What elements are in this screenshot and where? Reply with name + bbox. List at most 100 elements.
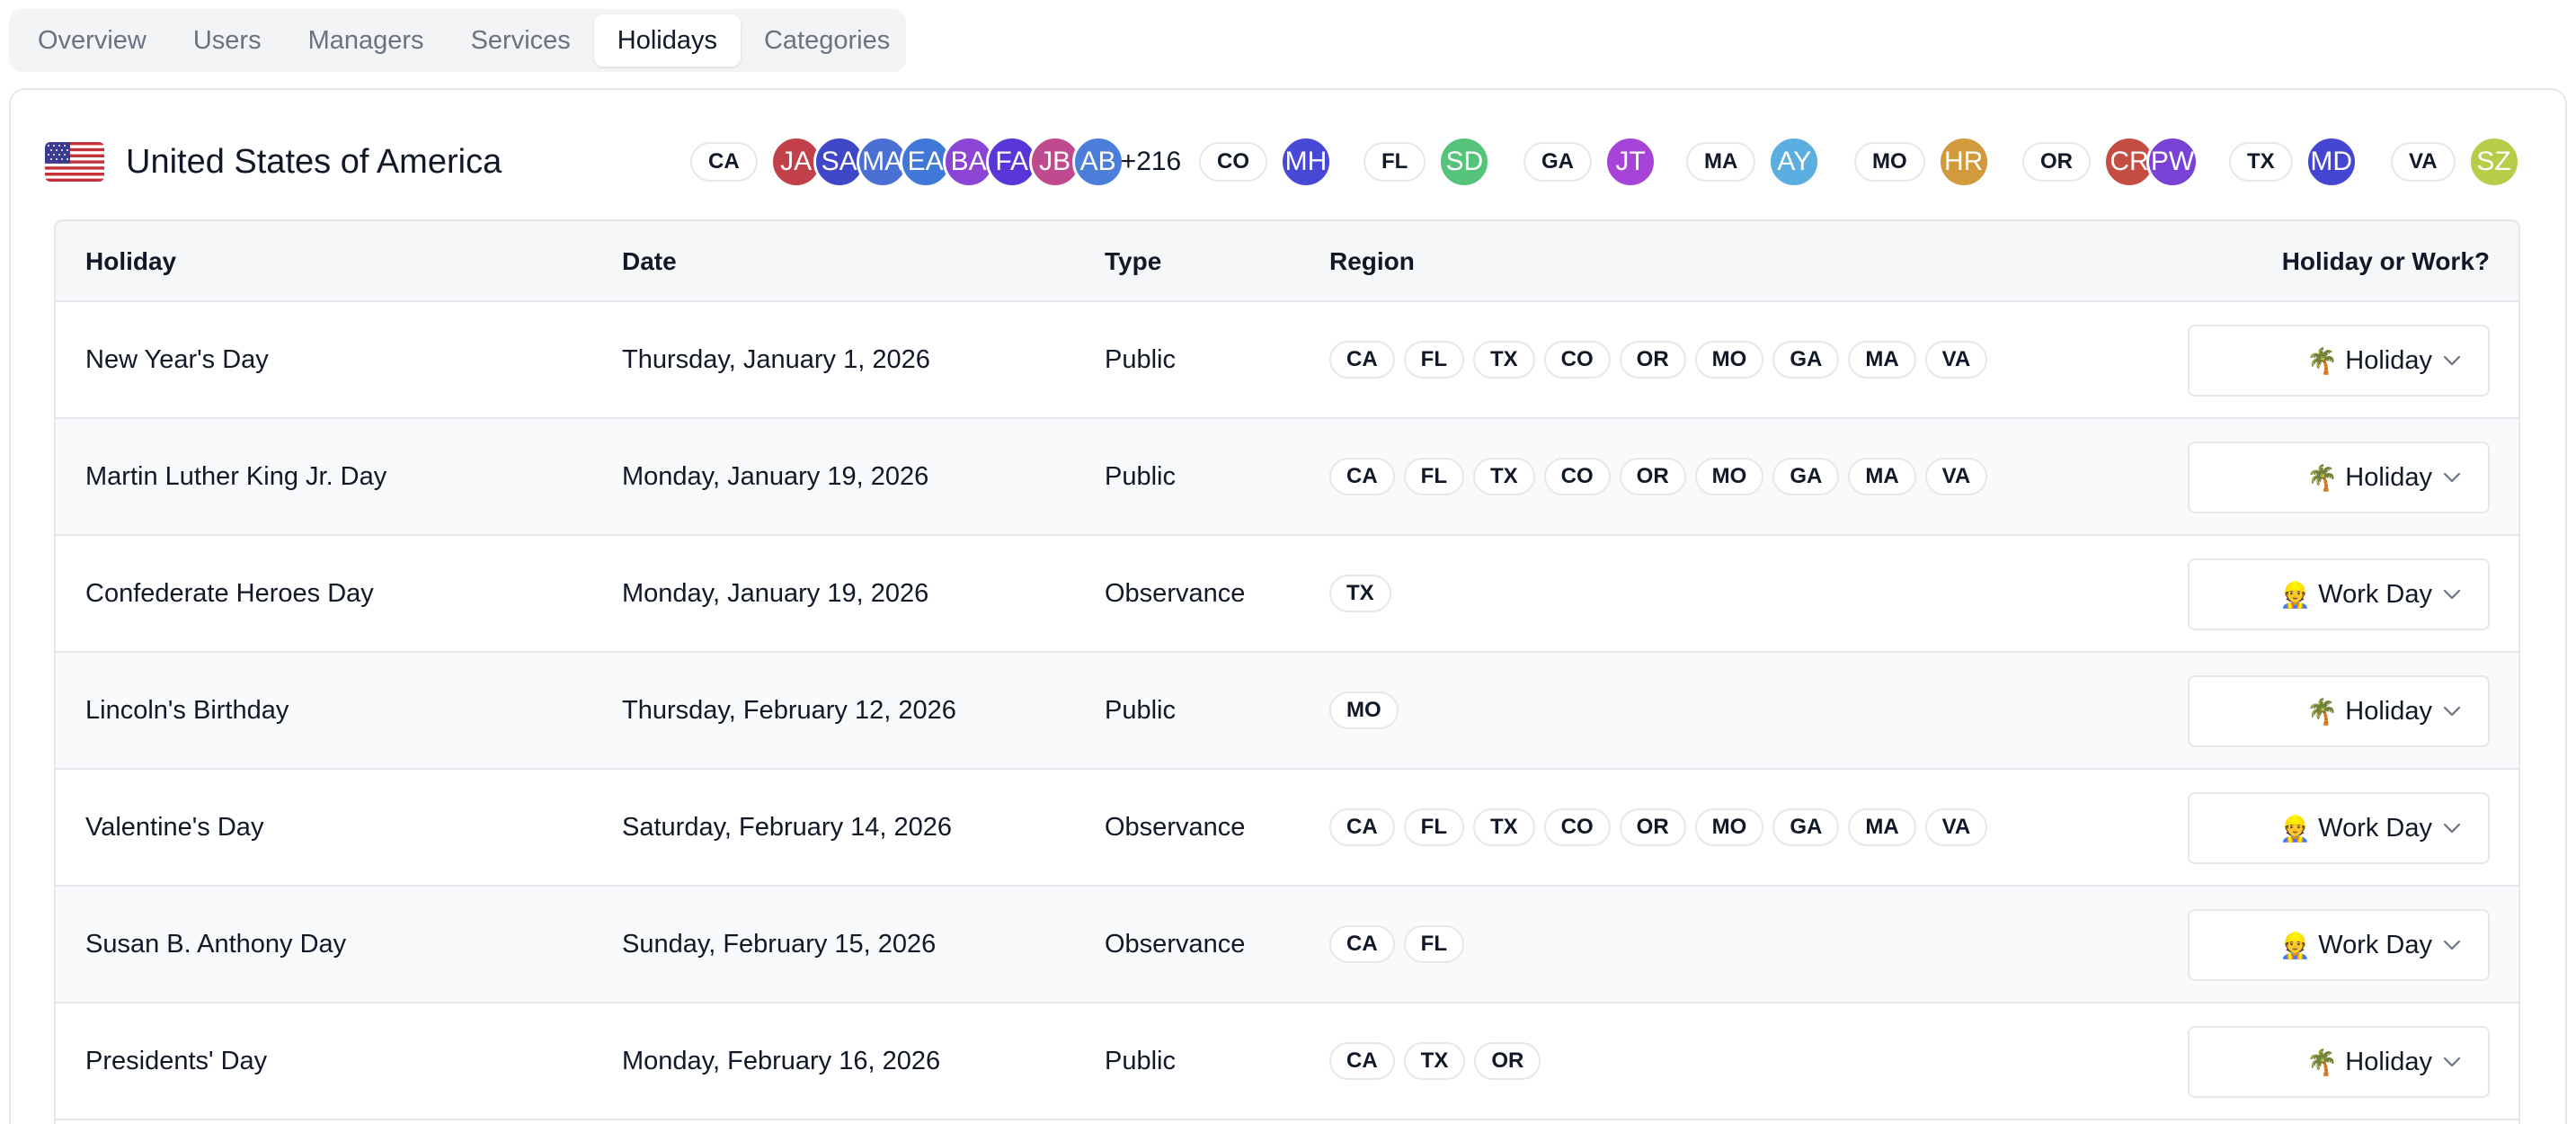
chevron-down-icon bbox=[2441, 584, 2463, 605]
region-chip: MA bbox=[1848, 808, 1916, 846]
more-users-count[interactable]: +216 bbox=[1120, 147, 1182, 176]
region-chip: TX bbox=[1473, 341, 1535, 379]
table-row: New Year's Day Thursday, January 1, 2026 P… bbox=[56, 302, 2518, 419]
region-group-co: CO MH bbox=[1199, 135, 1332, 189]
avatar[interactable]: MD bbox=[2305, 136, 2358, 188]
avatar[interactable]: HR bbox=[1937, 136, 1990, 188]
avatar[interactable]: PW bbox=[2146, 136, 2198, 188]
region-pill-mo[interactable]: MO bbox=[1854, 142, 1925, 182]
region-chip: FL bbox=[1403, 808, 1464, 846]
region-pill-ma[interactable]: MA bbox=[1686, 142, 1756, 182]
region-chip: TX bbox=[1329, 575, 1391, 612]
region-pill-va[interactable]: VA bbox=[2391, 142, 2456, 182]
select-value: Work Day bbox=[2318, 930, 2432, 959]
region-chip: VA bbox=[1924, 458, 1988, 495]
holiday-or-work-select[interactable]: 👷 Work Day bbox=[2188, 558, 2490, 630]
table-row: Martin Luther King Jr. Day Monday, Januar… bbox=[56, 419, 2518, 536]
region-chip: FL bbox=[1403, 925, 1464, 963]
column-header-region[interactable]: Region bbox=[1329, 247, 1415, 275]
construction-worker-icon: 👷 bbox=[2279, 814, 2312, 843]
region-chip: CA bbox=[1329, 458, 1395, 495]
holiday-type: Public bbox=[1105, 695, 1176, 725]
holiday-or-work-select[interactable]: 🌴 Holiday bbox=[2188, 325, 2490, 397]
table-header: Holiday Date Type Region Holiday or Work… bbox=[56, 221, 2518, 302]
region-chip-list: CA FL TX CO OR MO GA MA VA bbox=[1329, 458, 1996, 495]
region-chip: CO bbox=[1543, 341, 1611, 379]
avatar[interactable]: AB bbox=[1071, 136, 1124, 188]
holiday-or-work-select[interactable]: 👷 Work Day bbox=[2188, 792, 2490, 864]
avatar[interactable]: SD bbox=[1438, 136, 1491, 188]
holiday-date: Monday, February 16, 2026 bbox=[622, 1046, 941, 1075]
holiday-type: Public bbox=[1105, 344, 1176, 374]
holiday-regions: CA FL TX CO OR MO GA MA VA bbox=[1329, 770, 1996, 885]
avatar[interactable]: AY bbox=[1768, 136, 1821, 188]
region-chip: VA bbox=[1924, 808, 1988, 846]
tab-overview[interactable]: Overview bbox=[38, 25, 147, 55]
avatar[interactable]: MA bbox=[856, 136, 909, 188]
tab-managers[interactable]: Managers bbox=[307, 25, 424, 55]
column-header-holiday[interactable]: Holiday bbox=[85, 247, 177, 275]
region-pill-or[interactable]: OR bbox=[2022, 142, 2091, 182]
tab-categories[interactable]: Categories bbox=[763, 25, 891, 55]
holiday-or-work-select[interactable]: 🌴 Holiday bbox=[2188, 1026, 2490, 1098]
select-value: Work Day bbox=[2318, 813, 2432, 843]
holiday-or-work-select[interactable]: 🌴 Holiday bbox=[2188, 442, 2490, 513]
region-chip-list: CA FL bbox=[1329, 925, 1473, 963]
region-group-ga: GA JT bbox=[1523, 135, 1657, 189]
chevron-down-icon bbox=[2441, 934, 2463, 956]
holiday-date: Monday, January 19, 2026 bbox=[622, 461, 929, 491]
region-chip: OR bbox=[1474, 1042, 1541, 1080]
region-pill-fl[interactable]: FL bbox=[1364, 142, 1426, 182]
table-row: Presidents' Day Monday, February 16, 2026… bbox=[56, 1004, 2518, 1120]
region-chip: TX bbox=[1473, 458, 1535, 495]
region-chip: FL bbox=[1403, 341, 1464, 379]
column-header-type[interactable]: Type bbox=[1105, 247, 1162, 275]
tab-bar: Overview Users Managers Services Holiday… bbox=[9, 9, 906, 72]
palm-tree-icon: 🌴 bbox=[2306, 697, 2339, 726]
region-chip: CA bbox=[1329, 808, 1395, 846]
holiday-type: Observance bbox=[1105, 578, 1246, 608]
region-chip: GA bbox=[1772, 458, 1840, 495]
region-chip: MO bbox=[1694, 341, 1764, 379]
holiday-or-work-select[interactable]: 👷 Work Day bbox=[2188, 909, 2490, 981]
region-pill-co[interactable]: CO bbox=[1199, 142, 1267, 182]
holiday-or-work-select[interactable]: 🌴 Holiday bbox=[2188, 675, 2490, 747]
chevron-down-icon bbox=[2441, 1051, 2463, 1073]
region-chip-list: CA FL TX CO OR MO GA MA VA bbox=[1329, 341, 1996, 379]
palm-tree-icon: 🌴 bbox=[2306, 1048, 2339, 1076]
avatar[interactable]: SZ bbox=[2467, 136, 2520, 188]
avatar[interactable]: JT bbox=[1604, 136, 1657, 188]
chevron-down-icon bbox=[2441, 817, 2463, 839]
holiday-name: Susan B. Anthony Day bbox=[85, 929, 347, 959]
column-header-holiday-or-work[interactable]: Holiday or Work? bbox=[2281, 247, 2490, 275]
table-body: New Year's Day Thursday, January 1, 2026 P… bbox=[56, 302, 2518, 1120]
region-chip: CA bbox=[1329, 341, 1395, 379]
holiday-regions: MO bbox=[1329, 653, 1408, 768]
holiday-regions: TX bbox=[1329, 536, 1400, 651]
region-chip: TX bbox=[1473, 808, 1535, 846]
us-flag-icon bbox=[45, 142, 104, 182]
avatar-stack-ca: JA SA MA EA BA FA JB AB bbox=[769, 136, 1124, 188]
table-row: Confederate Heroes Day Monday, January 19… bbox=[56, 536, 2518, 653]
holiday-date: Thursday, February 12, 2026 bbox=[622, 695, 956, 725]
region-chip-list: CA FL TX CO OR MO GA MA VA bbox=[1329, 808, 1996, 846]
tab-users[interactable]: Users bbox=[192, 25, 262, 55]
avatar[interactable]: MH bbox=[1280, 136, 1332, 188]
region-pill-ca[interactable]: CA bbox=[690, 142, 758, 182]
region-pill-ga[interactable]: GA bbox=[1523, 142, 1592, 182]
holiday-regions: CA FL TX CO OR MO GA MA VA bbox=[1329, 419, 1996, 534]
holiday-type: Observance bbox=[1105, 929, 1246, 959]
tab-holidays[interactable]: Holidays bbox=[593, 14, 741, 67]
region-group-tx: TX MD bbox=[2229, 135, 2358, 189]
region-assignments: CA JA SA MA EA BA FA JB AB +216 CO MH FL… bbox=[0, 135, 2576, 189]
region-chip: MO bbox=[1329, 691, 1399, 729]
region-pill-tx[interactable]: TX bbox=[2229, 142, 2293, 182]
column-header-date[interactable]: Date bbox=[622, 247, 677, 275]
construction-worker-icon: 👷 bbox=[2279, 931, 2312, 959]
chevron-down-icon bbox=[2441, 350, 2463, 371]
chevron-down-icon bbox=[2441, 467, 2463, 488]
palm-tree-icon: 🌴 bbox=[2306, 463, 2339, 492]
country-header: United States of America bbox=[45, 135, 502, 189]
tab-services[interactable]: Services bbox=[470, 25, 571, 55]
region-chip: MA bbox=[1848, 341, 1916, 379]
